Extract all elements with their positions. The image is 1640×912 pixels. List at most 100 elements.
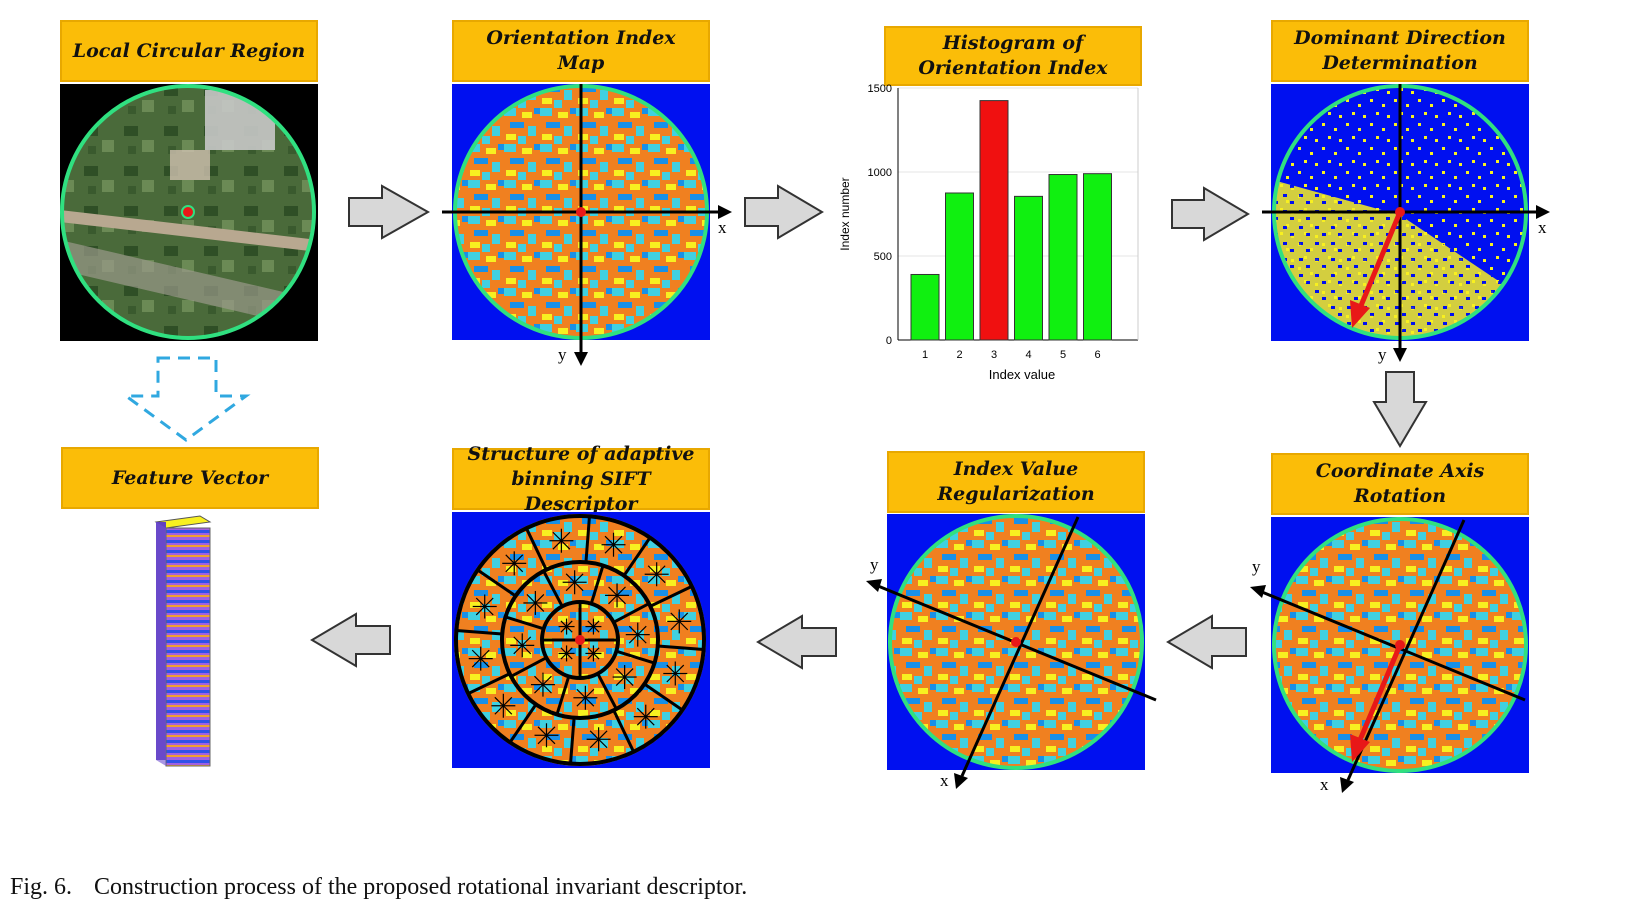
y-axis-arrowhead <box>1250 585 1266 598</box>
local-circular-region-image <box>60 84 318 341</box>
dominant-direction-arrowhead <box>1350 734 1370 762</box>
bin-separator <box>555 675 571 715</box>
gradient-star-icon <box>667 609 692 634</box>
y-tick-label: 1500 <box>868 83 892 95</box>
x-axis-arrowhead <box>718 205 732 219</box>
title-text: Coordinate Axis Rotation <box>1315 460 1485 507</box>
figure-caption: Fig. 6. Construction process of the propo… <box>10 874 747 901</box>
gradient-star-icon <box>558 618 575 635</box>
x-axis-arrowhead <box>954 773 968 789</box>
flow-arrow-right-2 <box>744 184 824 240</box>
bar-4 <box>1014 195 1043 341</box>
x-axis-label: x <box>1538 218 1547 237</box>
y-axis-arrowhead <box>574 352 588 366</box>
bin-separator <box>589 565 605 605</box>
x-axis-arrowhead <box>1340 777 1354 793</box>
gradient-star-icon <box>605 583 630 608</box>
gradient-star-icon <box>502 551 527 576</box>
gradient-star-icon <box>562 570 587 595</box>
y-axis-title: Index number <box>838 177 852 250</box>
coordinate-axis-rotation-map: x y <box>1250 517 1529 794</box>
gradient-star-icon <box>644 562 669 587</box>
dominant-direction-arrow <box>1357 644 1403 741</box>
y-tick-label: 0 <box>886 335 892 347</box>
adaptive-binning-structure <box>452 512 710 768</box>
gradient-star-icon <box>523 590 548 615</box>
bin-separator <box>643 682 684 712</box>
index-value-regularization-map: x y <box>866 514 1157 790</box>
rotated-y-axis-line <box>1261 590 1526 702</box>
center-point <box>1395 640 1405 650</box>
bin-separator <box>584 516 591 563</box>
flow-arrow-down <box>1372 371 1428 448</box>
gradient-star-icon <box>472 594 497 619</box>
histogram-chart: 0 500 1000 1500 1 2 3 4 5 6 Index value Index numbe… <box>838 83 1142 390</box>
bar-3 <box>979 100 1009 341</box>
bin-separator <box>508 703 538 744</box>
title-coordinate-axis-rotation: Coordinate Axis Rotation <box>1271 453 1529 515</box>
bar-5 <box>1048 174 1078 341</box>
flow-arrow-left-3 <box>310 612 391 668</box>
title-text: Local Circular Region <box>72 39 306 62</box>
gradient-star-icon <box>534 723 559 748</box>
bar-1 <box>910 273 940 341</box>
x-axis-title: Index value <box>989 367 1056 382</box>
bin-separator <box>622 536 652 577</box>
keypoint-center <box>181 205 195 219</box>
title-line-1: Structure of adaptive <box>467 442 695 465</box>
flow-arrow-left-1 <box>1166 614 1247 670</box>
title-text: Index Value Regularization <box>937 458 1095 505</box>
y-axis-label: y <box>558 345 567 364</box>
gradient-star-icon <box>491 693 516 718</box>
title-structure: Structure of adaptive binning SIFT Descr… <box>452 443 710 515</box>
gradient-star-icon <box>573 685 598 710</box>
bin-separator <box>657 644 704 651</box>
flow-arrow-right-3 <box>1171 186 1250 242</box>
center-point <box>575 635 585 645</box>
gradient-star-icon <box>585 645 602 662</box>
x-tick-label: 6 <box>1094 349 1100 361</box>
flow-arrow-left-2 <box>756 614 837 670</box>
orientation-index-map: x y <box>442 84 732 366</box>
title-text: Orientation Index Map <box>486 27 676 74</box>
gradient-star-icon <box>510 633 535 658</box>
feature-vector-column <box>154 515 212 767</box>
bar-6 <box>1083 173 1112 341</box>
gradient-star-icon <box>663 661 688 686</box>
y-axis-arrowhead <box>1393 348 1407 362</box>
gradient-star-icon <box>633 704 658 729</box>
title-dominant-direction: Dominant Direction Determination <box>1271 20 1529 82</box>
bin-separator <box>525 527 548 571</box>
gradient-star-icon <box>468 646 493 671</box>
x-axis-label: x <box>1320 775 1329 794</box>
title-line-2: Orientation Index <box>918 57 1108 79</box>
y-tick-label: 1000 <box>868 167 892 179</box>
rotated-x-axis-line <box>960 516 1080 777</box>
dashed-arrow-down <box>121 356 251 442</box>
bin-separator <box>456 629 503 636</box>
x-tick-label: 2 <box>956 349 962 361</box>
y-axis-arrowhead <box>866 579 882 592</box>
y-tick-label: 500 <box>874 251 892 263</box>
center-point <box>1011 637 1021 647</box>
gradient-star-icon <box>585 618 602 635</box>
gradient-star-icon <box>558 645 575 662</box>
gradient-star-icon <box>549 528 574 553</box>
gradient-star-icon <box>586 727 611 752</box>
bin-separator <box>505 615 545 631</box>
bin-ring-3 <box>454 514 706 766</box>
title-histogram: Histogram of Orientation Index <box>884 26 1142 86</box>
bin-separator <box>467 672 511 695</box>
bin-separator <box>612 709 635 753</box>
flow-arrow-right-1 <box>348 184 431 240</box>
title-local-circular-region: Local Circular Region <box>60 20 318 82</box>
x-tick-label: 1 <box>922 349 928 361</box>
x-tick-label: 4 <box>1025 349 1031 361</box>
y-axis-label: y <box>870 555 879 574</box>
dominant-direction-arrowhead <box>1350 300 1370 328</box>
title-line-1: Dominant Direction <box>1294 27 1506 49</box>
gradient-star-icon <box>601 532 626 557</box>
title-line-2: binning SIFT Descriptor <box>511 467 651 515</box>
